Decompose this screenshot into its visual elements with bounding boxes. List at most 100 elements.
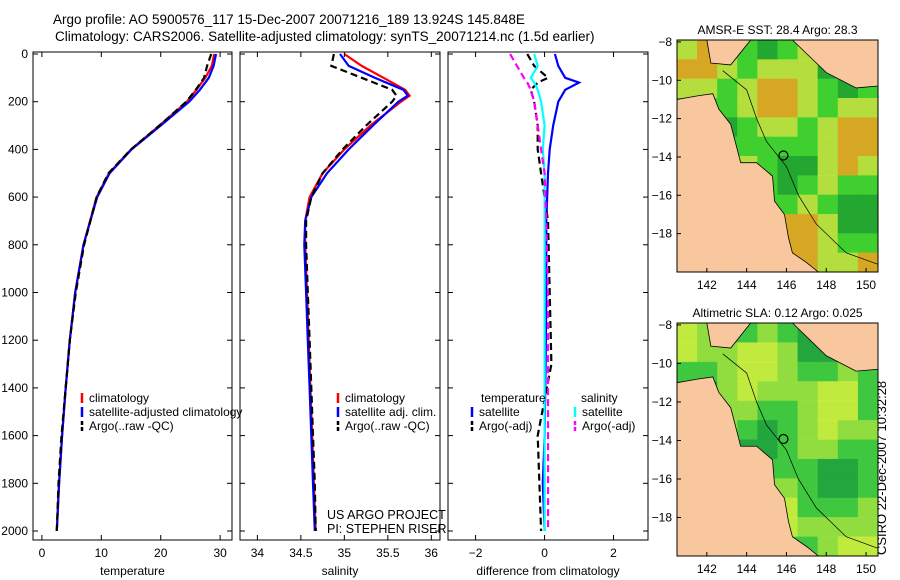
field-cell — [777, 175, 798, 196]
field-cell — [757, 420, 778, 440]
x-tick-label: 0 — [541, 546, 548, 560]
y-tick-label: −18 — [652, 227, 673, 241]
field-cell — [757, 136, 778, 157]
field-cell — [797, 420, 818, 440]
field-cell — [797, 381, 818, 402]
field-cell — [737, 342, 758, 363]
field-cell — [817, 156, 838, 176]
title-line2: Climatology: CARS2006. Satellite-adjuste… — [55, 29, 595, 44]
field-cell — [817, 458, 838, 479]
x-tick-label: 2 — [610, 546, 617, 560]
field-cell — [857, 458, 879, 479]
field-cell — [837, 536, 858, 557]
field-cell — [797, 497, 818, 518]
legend-label: Argo(-adj) — [479, 419, 532, 433]
field-cell — [817, 536, 838, 557]
shelf-contour — [722, 353, 879, 549]
field-cell — [697, 59, 718, 80]
field-cell — [837, 136, 858, 157]
x-axis-label: salinity — [322, 564, 359, 578]
field-cell — [817, 517, 838, 538]
field-cell — [837, 214, 858, 234]
shelf-contour — [722, 70, 879, 265]
field-cell — [737, 381, 758, 402]
y-tick-label: −12 — [652, 395, 673, 409]
y-tick-label: −16 — [652, 472, 673, 486]
y-tick-label: −18 — [652, 510, 673, 524]
map-2 — [676, 322, 879, 557]
field-cell — [757, 59, 778, 80]
x-axis-label: difference from climatology — [476, 564, 619, 578]
field-cell — [837, 381, 858, 402]
field-cell — [857, 517, 879, 538]
x-tick-label: 146 — [776, 562, 796, 576]
field-cell — [797, 175, 818, 196]
field-cell — [817, 194, 838, 215]
field-cell — [857, 156, 879, 176]
x-tick-label: 148 — [816, 278, 836, 292]
field-cell — [757, 78, 778, 99]
land-australia — [676, 93, 820, 273]
y-tick-label: 600 — [8, 190, 28, 204]
legend-label: Argo(-adj) — [582, 419, 635, 433]
field-cell — [837, 175, 858, 196]
y-tick-label: 800 — [8, 238, 28, 252]
field-cell — [777, 117, 798, 138]
field-cell — [837, 194, 858, 215]
field-cell — [837, 420, 858, 440]
field-cell — [777, 361, 798, 382]
field-cell — [677, 78, 698, 99]
field-cell — [857, 439, 879, 460]
field-cell — [857, 194, 879, 215]
field-cell — [857, 214, 879, 234]
field-cell — [777, 40, 798, 60]
field-cell — [777, 381, 798, 402]
legend-label: satellite — [582, 405, 623, 419]
field-cell — [677, 361, 698, 382]
field-cell — [837, 478, 858, 499]
field-cell — [697, 342, 718, 363]
field-cell — [757, 381, 778, 402]
y-tick-label: −10 — [652, 73, 673, 87]
field-cell — [837, 439, 858, 460]
x-tick-label: 144 — [737, 562, 757, 576]
field-cell — [757, 98, 778, 118]
legend-label: climatology — [89, 391, 149, 405]
land-australia — [676, 376, 820, 557]
x-tick-label: 35.5 — [376, 546, 400, 560]
series-line-temperature-argo-adj- — [526, 53, 553, 532]
field-cell — [817, 136, 838, 157]
field-cell — [737, 117, 758, 138]
field-cell — [737, 98, 758, 118]
field-cell — [837, 497, 858, 518]
field-cell — [837, 458, 858, 479]
x-tick-label: 142 — [697, 562, 717, 576]
y-tick-label: 400 — [8, 142, 28, 156]
x-tick-label: 142 — [697, 278, 717, 292]
field-cell — [737, 400, 758, 421]
field-cell — [737, 136, 758, 157]
field-cell — [817, 361, 838, 382]
y-tick-label: −8 — [658, 35, 672, 49]
field-cell — [737, 420, 758, 440]
map-1 — [676, 39, 879, 273]
field-cell — [797, 233, 818, 254]
series-line-argo-raw-qc- — [55, 53, 213, 532]
field-cell — [777, 342, 798, 363]
x-tick-label: 20 — [154, 546, 168, 560]
x-tick-label: 10 — [95, 546, 109, 560]
field-cell — [777, 194, 798, 215]
field-cell — [857, 420, 879, 440]
credit-line1: US ARGO PROJECT — [327, 508, 446, 522]
field-cell — [797, 136, 818, 157]
credit-line2: PI: STEPHEN RISER — [327, 522, 447, 536]
field-cell — [837, 400, 858, 421]
field-cell — [797, 342, 818, 363]
x-tick-label: 35 — [338, 546, 352, 560]
field-cell — [817, 78, 838, 99]
y-tick-label: 200 — [8, 95, 28, 109]
field-cell — [797, 98, 818, 118]
y-tick-label: 1000 — [1, 286, 28, 300]
field-cell — [817, 252, 838, 273]
field-cell — [857, 252, 879, 273]
